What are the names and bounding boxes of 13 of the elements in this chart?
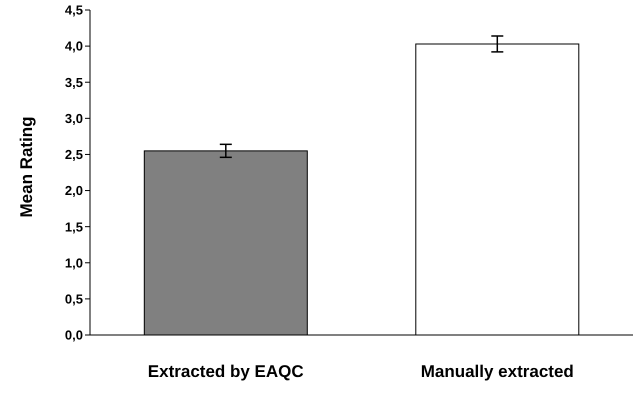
y-tick-label: 3,5 <box>64 74 83 90</box>
y-tick-label: 2,0 <box>64 183 83 198</box>
y-tick-label: 4,5 <box>64 2 83 18</box>
y-tick-label: 4,0 <box>64 38 83 54</box>
y-tick-label: 0,0 <box>64 328 83 343</box>
x-tick-label: Manually extracted <box>420 362 574 382</box>
y-tick-label: 2,5 <box>64 147 83 162</box>
y-axis-title: Mean Rating <box>17 116 36 218</box>
y-tick-label: 1,0 <box>64 255 83 270</box>
x-tick-label: Extracted by EAQC <box>148 362 304 382</box>
y-tick-label: 1,5 <box>64 219 83 234</box>
y-tick-label: 0,5 <box>64 292 83 307</box>
y-tick-label: 3,0 <box>64 110 83 126</box>
